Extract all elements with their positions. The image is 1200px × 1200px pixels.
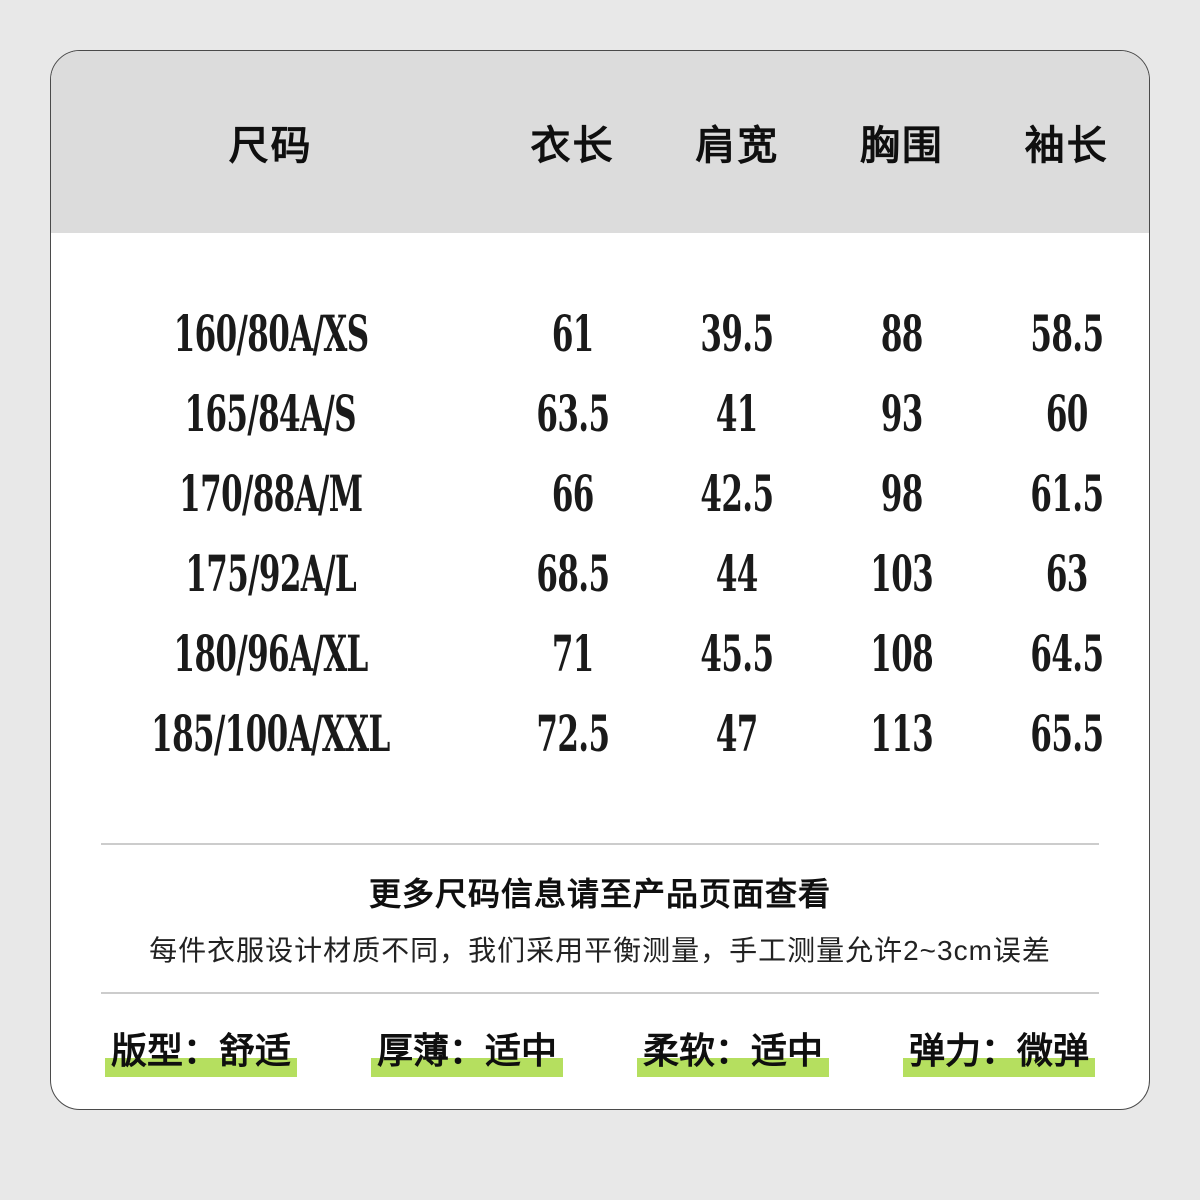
note-subtitle: 每件衣服设计材质不同，我们采用平衡测量，手工测量允许2~3cm误差 bbox=[149, 934, 1051, 966]
size-cell: 175/92A/L bbox=[185, 543, 356, 603]
size-table-body: 160/80A/XS 61 39.5 88 58.5 165/84A/S 63.… bbox=[51, 233, 1149, 843]
attribute-badges-row: 版型：舒适 厚薄：适中 柔软：适中 弹力：微弹 bbox=[51, 994, 1149, 1109]
header-cell-shoulder: 肩宽 bbox=[695, 124, 780, 168]
badge-thickness: 厚薄：适中 bbox=[370, 1022, 564, 1077]
divider-bottom bbox=[101, 992, 1099, 994]
size-table-header-row: 尺码 衣长 肩宽 胸围 袖长 bbox=[51, 51, 1149, 233]
value-cell: 61 bbox=[551, 303, 595, 363]
value-cell: 44 bbox=[716, 543, 759, 603]
size-cell: 165/84A/S bbox=[184, 383, 357, 443]
value-cell: 42.5 bbox=[700, 463, 775, 523]
header-cell-sleeve: 袖长 bbox=[1024, 124, 1109, 168]
size-cell: 185/100A/XXL bbox=[151, 703, 390, 763]
value-cell: 64.5 bbox=[1030, 623, 1104, 683]
value-cell: 66 bbox=[551, 463, 595, 523]
table-row: 185/100A/XXL 72.5 47 113 65.5 bbox=[51, 693, 1149, 773]
badge-fit: 版型：舒适 bbox=[104, 1022, 298, 1077]
table-row: 175/92A/L 68.5 44 103 63 bbox=[51, 533, 1149, 613]
badge-stretch: 弹力：微弹 bbox=[902, 1022, 1095, 1077]
size-cell: 170/88A/M bbox=[178, 463, 363, 523]
table-row: 160/80A/XS 61 39.5 88 58.5 bbox=[51, 293, 1149, 373]
size-cell: 180/96A/XL bbox=[173, 623, 368, 683]
value-cell: 63.5 bbox=[536, 383, 610, 443]
table-row: 170/88A/M 66 42.5 98 61.5 bbox=[51, 453, 1149, 533]
value-cell: 58.5 bbox=[1030, 303, 1104, 363]
value-cell: 68.5 bbox=[536, 543, 610, 603]
value-cell: 61.5 bbox=[1030, 463, 1104, 523]
value-cell: 72.5 bbox=[536, 703, 610, 763]
value-cell: 71 bbox=[551, 623, 595, 683]
value-cell: 88 bbox=[880, 303, 924, 363]
value-cell: 39.5 bbox=[700, 303, 775, 363]
table-row: 165/84A/S 63.5 41 93 60 bbox=[51, 373, 1149, 453]
value-cell: 93 bbox=[880, 383, 924, 443]
badge-softness: 柔软：适中 bbox=[636, 1022, 830, 1077]
header-cell-chest: 胸围 bbox=[859, 124, 944, 168]
size-chart-card: 尺码 衣长 肩宽 胸围 袖长 160/80A/XS 61 39.5 88 58.… bbox=[50, 50, 1150, 1110]
value-cell: 108 bbox=[870, 623, 934, 683]
note-title: 更多尺码信息请至产品页面查看 bbox=[368, 875, 831, 912]
value-cell: 47 bbox=[716, 703, 759, 763]
value-cell: 41 bbox=[716, 383, 759, 443]
header-cell-length: 衣长 bbox=[530, 124, 615, 168]
value-cell: 103 bbox=[870, 543, 934, 603]
value-cell: 45.5 bbox=[700, 623, 775, 683]
note-section: 更多尺码信息请至产品页面查看 每件衣服设计材质不同，我们采用平衡测量，手工测量允… bbox=[51, 845, 1149, 992]
value-cell: 113 bbox=[870, 703, 934, 763]
table-row: 180/96A/XL 71 45.5 108 64.5 bbox=[51, 613, 1149, 693]
size-cell: 160/80A/XS bbox=[173, 303, 368, 363]
value-cell: 98 bbox=[880, 463, 924, 523]
header-cell-size: 尺码 bbox=[228, 124, 313, 168]
divider-top bbox=[101, 843, 1099, 845]
value-cell: 63 bbox=[1045, 543, 1089, 603]
value-cell: 60 bbox=[1045, 383, 1089, 443]
value-cell: 65.5 bbox=[1030, 703, 1104, 763]
